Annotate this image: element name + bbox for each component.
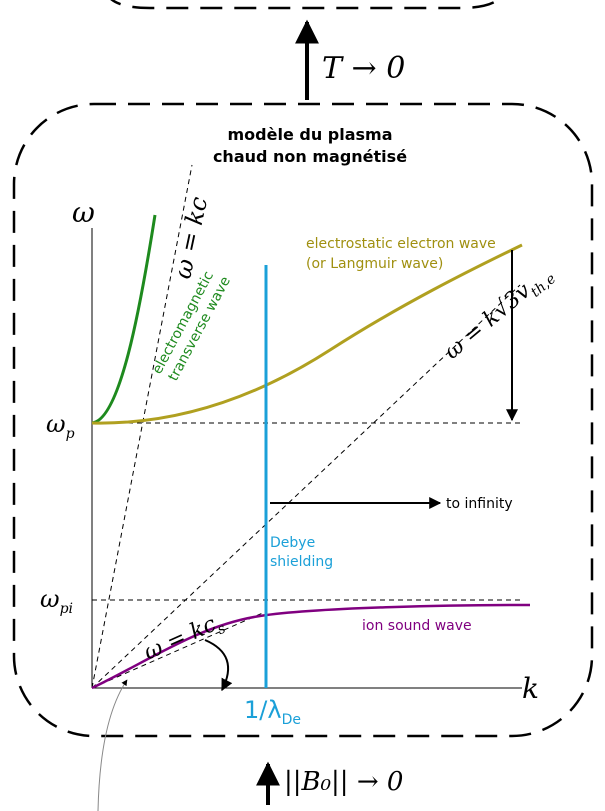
math: p xyxy=(66,426,75,442)
debye-label: Debye xyxy=(270,535,315,551)
ion-level-label: ωpi xyxy=(40,585,73,617)
sound-label: ω = kcs xyxy=(140,609,228,669)
wave-label: (or Langmuir wave) xyxy=(306,256,443,272)
wave-label: ion sound wave xyxy=(362,618,472,634)
light-line xyxy=(91,164,193,689)
top-label: T → 0 xyxy=(322,51,405,86)
arrow-label: to infinity xyxy=(446,496,513,512)
title: chaud non magnétisé xyxy=(213,147,407,166)
light-label: ω = kc xyxy=(168,194,213,281)
debye-label: shielding xyxy=(270,554,333,570)
thermal-line xyxy=(91,284,521,689)
wave-label: electrostatic electron wave xyxy=(306,236,496,252)
langmuir-wave xyxy=(91,243,523,425)
math: 1/λ xyxy=(244,696,282,724)
model-box xyxy=(12,102,594,738)
top-box xyxy=(110,0,500,10)
math: ω xyxy=(46,410,66,438)
plasma-level-label: ωp xyxy=(46,410,75,442)
title: modèle du plasma xyxy=(227,125,392,144)
math: ω xyxy=(40,585,60,613)
math: ω = k√3 xyxy=(440,286,526,364)
bottom-label: ||B₀|| → 0 xyxy=(284,767,403,797)
y-axis-label: ω xyxy=(72,196,95,229)
pointer xyxy=(97,679,128,811)
x-axis-label: k xyxy=(522,672,539,705)
math: pi xyxy=(60,601,73,617)
math: c xyxy=(183,194,213,213)
em-wave xyxy=(91,214,157,425)
arrow xyxy=(204,639,233,692)
debye-marker: 1/λDe xyxy=(244,696,301,728)
sound-line xyxy=(91,611,266,689)
math: De xyxy=(282,712,301,728)
math: ω = k xyxy=(140,617,208,666)
